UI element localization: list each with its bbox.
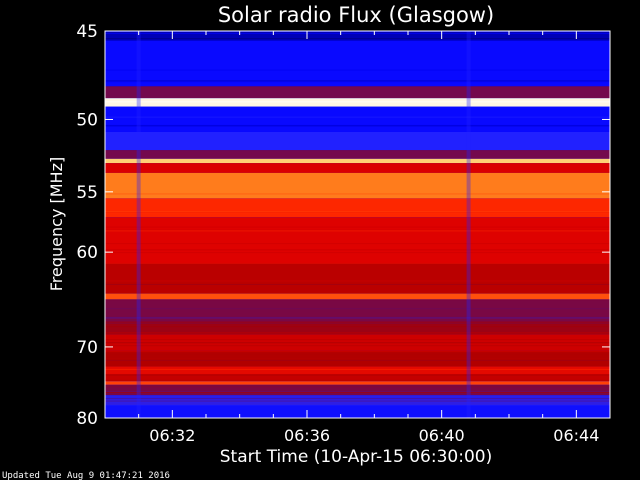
x-axis-label: Start Time (10-Apr-15 06:30:00) [220, 447, 492, 467]
x-tick-label: 06:36 [284, 426, 330, 445]
frequency-band [105, 373, 610, 382]
channel-line [105, 354, 610, 356]
channel-line [105, 332, 610, 334]
channel-line [105, 212, 610, 214]
channel-line [105, 229, 610, 231]
frequency-band [105, 395, 610, 406]
plot-frame [104, 30, 611, 419]
frequency-band [105, 131, 610, 151]
channel-line [105, 322, 610, 324]
channel-line [105, 379, 610, 381]
channel-line [105, 101, 610, 103]
frequency-band [105, 150, 610, 159]
frequency-band [105, 263, 610, 294]
channel-line [105, 358, 610, 360]
y-tick-label: 45 [76, 22, 98, 42]
channel-line [105, 125, 610, 127]
channel-line [105, 105, 610, 107]
y-tick-label: 80 [76, 409, 98, 429]
channel-line [105, 252, 610, 254]
channel-line [105, 280, 610, 282]
channel-line [105, 390, 610, 392]
channel-line [105, 317, 610, 319]
frequency-band [105, 163, 610, 173]
channel-line [105, 351, 610, 353]
frequency-band [105, 106, 610, 132]
channel-line [105, 193, 610, 195]
channel-line [105, 398, 610, 400]
frequency-band [105, 40, 610, 87]
channel-line [105, 342, 610, 344]
x-tick-label: 06:40 [419, 426, 465, 445]
channel-line [105, 391, 610, 393]
channel-line [105, 326, 610, 328]
frequency-band [105, 321, 610, 335]
x-tick-label: 06:44 [553, 426, 599, 445]
channel-line [105, 226, 610, 228]
x-tick-label: 06:32 [149, 426, 195, 445]
channel-line [105, 374, 610, 376]
frequency-band [105, 366, 610, 374]
channel-line [105, 308, 610, 310]
frequency-band [105, 158, 610, 164]
channel-line [105, 283, 610, 285]
frequency-band [105, 299, 610, 322]
channel-line [105, 211, 610, 213]
frequency-band [105, 293, 610, 300]
channel-line [105, 404, 610, 406]
channel-line [105, 211, 610, 213]
frequency-band [105, 86, 610, 99]
channel-line [105, 31, 610, 33]
channel-line [105, 249, 610, 251]
channel-line [105, 124, 610, 126]
time-artifact [466, 31, 471, 418]
channel-line [105, 230, 610, 232]
channel-line [105, 323, 610, 325]
channel-line [105, 108, 610, 110]
updated-timestamp: Updated Tue Aug 9 01:47:21 2016 [2, 471, 170, 480]
channel-line [105, 69, 610, 71]
channel-line [105, 38, 610, 40]
frequency-band [105, 31, 610, 41]
channel-line [105, 339, 610, 341]
plot-area [105, 31, 610, 419]
frequency-band [105, 172, 610, 199]
channel-line [105, 386, 610, 388]
channel-line [105, 396, 610, 398]
channel-line [105, 368, 610, 370]
channel-line [105, 338, 610, 340]
time-artifact [136, 31, 141, 418]
y-axis: 45 50 55 60 70 80 [76, 22, 610, 429]
channel-line [105, 397, 610, 399]
y-axis-label: Frequency [MHz] [47, 157, 66, 291]
channel-line [105, 81, 610, 83]
frequency-band [105, 381, 610, 385]
channel-line [105, 403, 610, 405]
channel-line [105, 345, 610, 347]
y-tick-label: 60 [76, 243, 98, 263]
channel-line [105, 316, 610, 318]
y-tick-label: 70 [76, 338, 98, 358]
frequency-band [105, 98, 610, 107]
frequency-band [105, 217, 610, 264]
chart-title: Solar radio Flux (Glasgow) [218, 3, 494, 27]
frequency-band [105, 405, 610, 418]
channel-line [105, 359, 610, 361]
channel-line [105, 80, 610, 82]
y-tick-label: 50 [76, 110, 98, 130]
channel-line [105, 263, 610, 265]
channel-line [105, 400, 610, 402]
channel-line [105, 243, 610, 245]
frequency-band [105, 384, 610, 396]
channel-line [105, 33, 610, 35]
frequency-band [105, 198, 610, 218]
y-tick-label: 55 [76, 183, 98, 203]
channel-line [105, 116, 610, 118]
channel-line [105, 299, 610, 301]
x-axis: 06:32 06:36 06:40 06:44 [104, 31, 611, 445]
